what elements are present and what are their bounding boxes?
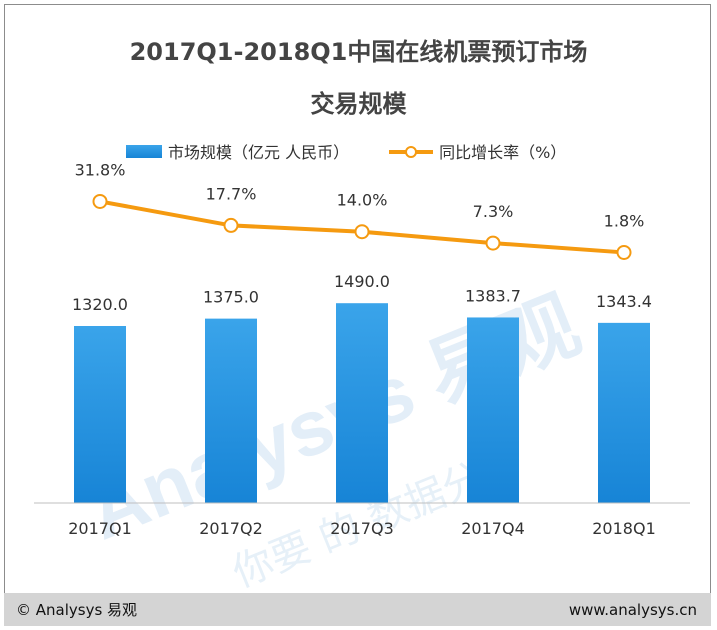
bar-value-label-2017Q1: 1320.0 — [72, 295, 128, 314]
legend-bar-label: 市场规模（亿元 人民币） — [168, 143, 350, 162]
growth-point-2017Q2 — [223, 217, 239, 233]
legend-line-label: 同比增长率（%） — [439, 143, 567, 162]
x-tick-label-2017Q3: 2017Q3 — [330, 519, 394, 538]
growth-point-2017Q1 — [92, 193, 108, 209]
legend-bar-swatch — [126, 144, 162, 158]
x-tick-label-2017Q2: 2017Q2 — [199, 519, 263, 538]
growth-label-2017Q1: 31.8% — [75, 160, 126, 179]
footer-website[interactable]: www.analysys.cn — [568, 600, 697, 619]
x-tick-label-2017Q1: 2017Q1 — [68, 519, 132, 538]
chart-title: 2017Q1-2018Q1中国在线机票预订市场 交易规模 — [0, 26, 717, 130]
bar-2018Q1 — [598, 322, 650, 503]
bar-2017Q2 — [205, 318, 257, 503]
bar-2017Q3 — [336, 303, 388, 503]
growth-point-2018Q1 — [616, 244, 632, 260]
chart-title-line1: 2017Q1-2018Q1中国在线机票预订市场 — [129, 38, 588, 66]
footer-copyright: © Analysys 易观 — [16, 601, 138, 619]
x-tick-label-2018Q1: 2018Q1 — [592, 519, 656, 538]
growth-label-2017Q3: 14.0% — [337, 191, 388, 210]
growth-label-2018Q1: 1.8% — [604, 211, 645, 230]
bar-value-label-2017Q4: 1383.7 — [465, 286, 521, 305]
footer-bar: © Analysys 易观 www.analysys.cn — [4, 593, 711, 626]
chart-title-line2: 交易规模 — [310, 90, 407, 118]
growth-label-2017Q4: 7.3% — [473, 202, 514, 221]
bar-value-label-2017Q3: 1490.0 — [334, 272, 390, 291]
growth-label-2017Q2: 17.7% — [206, 184, 257, 203]
legend: 市场规模（亿元 人民币） 同比增长率（%） — [126, 140, 566, 162]
x-tick-label-2017Q4: 2017Q4 — [461, 519, 525, 538]
growth-point-2017Q4 — [485, 235, 501, 251]
legend-line-swatch — [389, 145, 434, 158]
bar-2017Q4 — [467, 317, 519, 503]
bar-2017Q1 — [74, 326, 126, 503]
bar-value-label-2018Q1: 1343.4 — [596, 292, 652, 311]
growth-point-2017Q3 — [354, 224, 370, 240]
bar-value-label-2017Q2: 1375.0 — [203, 288, 259, 307]
